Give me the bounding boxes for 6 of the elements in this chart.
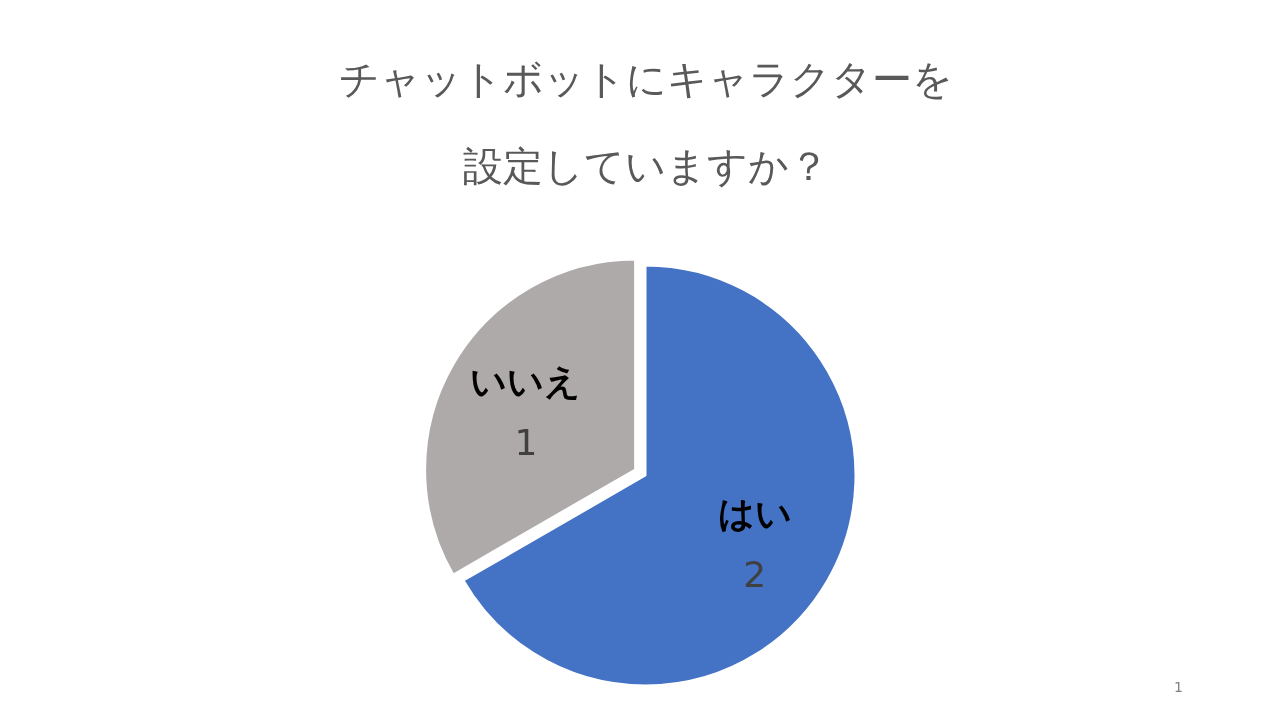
chart-title: チャットボットにキャラクターを設定していますか？ [338, 55, 953, 189]
slice-label: いいえ [470, 361, 582, 402]
data-label: 1 [514, 421, 538, 463]
text: 1 [1174, 678, 1183, 695]
data-label: 2 [743, 553, 767, 595]
slice-label: はい [717, 493, 792, 534]
